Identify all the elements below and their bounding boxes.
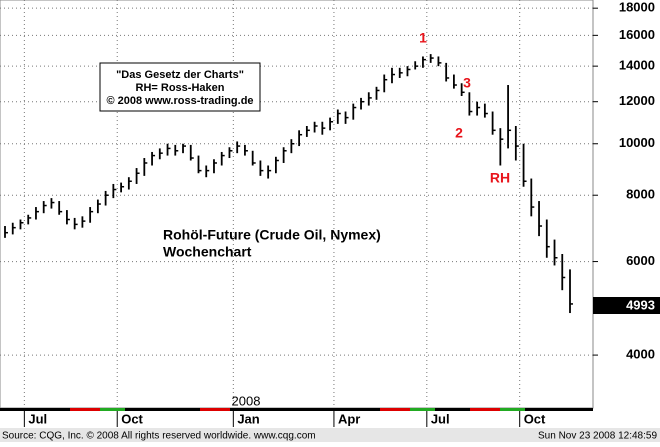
annotation: 3 bbox=[463, 75, 471, 91]
y-tick-label: 6000 bbox=[626, 253, 655, 268]
y-tick-label: 10000 bbox=[619, 135, 655, 150]
strip-red bbox=[380, 408, 410, 411]
footer-band bbox=[0, 428, 660, 442]
y-tick-label: 4000 bbox=[626, 347, 655, 362]
x-tick-label: Apr bbox=[338, 411, 360, 426]
y-tick-label: 12000 bbox=[619, 93, 655, 108]
plot-frame bbox=[0, 0, 594, 409]
annotation: 1 bbox=[419, 30, 427, 46]
x-tick-label: Jan bbox=[237, 411, 259, 426]
info-box bbox=[99, 62, 261, 112]
chart-title: Rohöl-Future (Crude Oil, Nymex) bbox=[163, 227, 381, 243]
y-tick-label: 18000 bbox=[619, 0, 655, 15]
strip-red bbox=[200, 408, 230, 411]
y-tick-label: 8000 bbox=[626, 187, 655, 202]
y-tick-label: 14000 bbox=[619, 58, 655, 73]
info-line: "Das Gesetz der Charts" bbox=[116, 69, 244, 81]
year-label: 2008 bbox=[232, 393, 261, 408]
strip-green bbox=[500, 408, 525, 411]
info-line: © 2008 www.ross-trading.de bbox=[106, 95, 253, 107]
x-tick-label: Oct bbox=[524, 411, 546, 426]
y-tick-label: 16000 bbox=[619, 27, 655, 42]
bars bbox=[4, 54, 573, 314]
session-strip bbox=[0, 408, 593, 411]
strip-red bbox=[70, 408, 100, 411]
x-tick-label: Jul bbox=[28, 411, 47, 426]
annotation: 2 bbox=[455, 125, 463, 141]
last-value-box bbox=[593, 297, 660, 314]
grid bbox=[0, 0, 593, 408]
x-tick-label: Oct bbox=[121, 411, 143, 426]
strip-green bbox=[100, 408, 125, 411]
x-tick-label: Jul bbox=[431, 411, 450, 426]
strip-base bbox=[0, 408, 593, 411]
last-value-label: 4993 bbox=[626, 297, 655, 312]
footer-source: Source: CQG, Inc. © 2008 All rights rese… bbox=[2, 431, 316, 442]
strip-red bbox=[470, 408, 500, 411]
chart-subtitle: Wochenchart bbox=[163, 244, 252, 260]
footer-timestamp: Sun Nov 23 2008 12:48:59 bbox=[538, 431, 657, 442]
info-line: RH= Ross-Haken bbox=[136, 82, 225, 94]
strip-green bbox=[410, 408, 435, 411]
annotation: RH bbox=[490, 170, 510, 186]
